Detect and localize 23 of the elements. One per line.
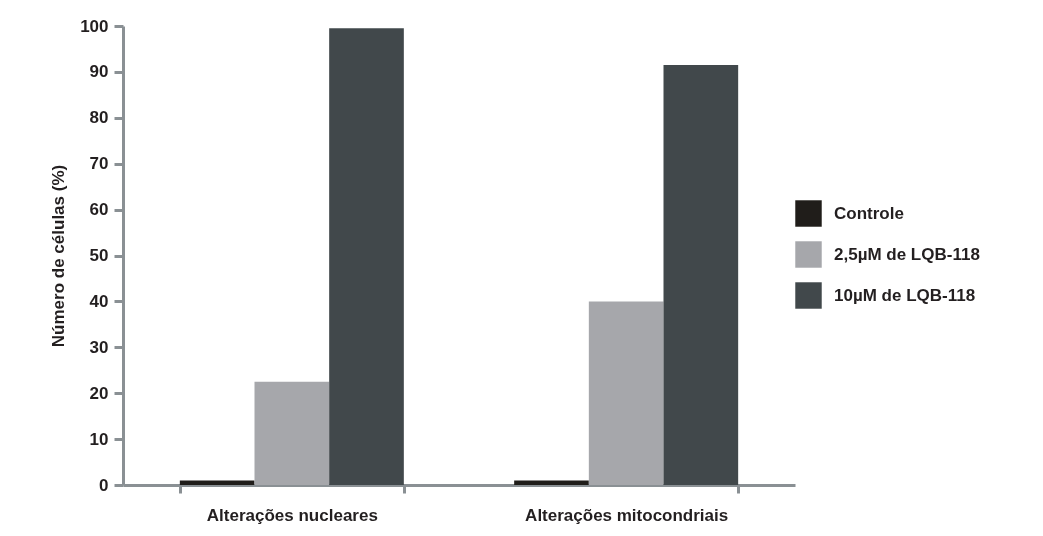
y-tick-label: 30: [89, 337, 109, 357]
bar: [254, 381, 330, 485]
y-tick-label: 100: [80, 16, 109, 36]
legend-label: 2,5µM de LQB-118: [834, 244, 980, 264]
bar: [514, 480, 589, 485]
bar: [179, 480, 255, 485]
y-axis-title: Número de células (%): [49, 164, 69, 348]
y-tick-label: 40: [89, 291, 109, 311]
bar: [663, 65, 739, 485]
legend-label: Controle: [834, 203, 904, 223]
y-tick-label: 20: [89, 383, 109, 403]
y-tick-label: 60: [89, 200, 109, 220]
x-tick-label: Alterações nucleares: [206, 505, 378, 525]
x-tick-label: Alterações mitocondriais: [525, 505, 729, 525]
bar: [329, 28, 404, 485]
y-tick-label: 90: [89, 62, 109, 82]
y-tick-label: 10: [89, 429, 109, 449]
y-tick-label: 0: [99, 475, 109, 495]
y-tick-label: 50: [89, 246, 109, 265]
bar: [588, 301, 664, 485]
y-tick-label: 80: [89, 108, 109, 128]
y-tick-label: 70: [89, 154, 109, 174]
legend-label: 10µM de LQB-118: [834, 285, 976, 305]
